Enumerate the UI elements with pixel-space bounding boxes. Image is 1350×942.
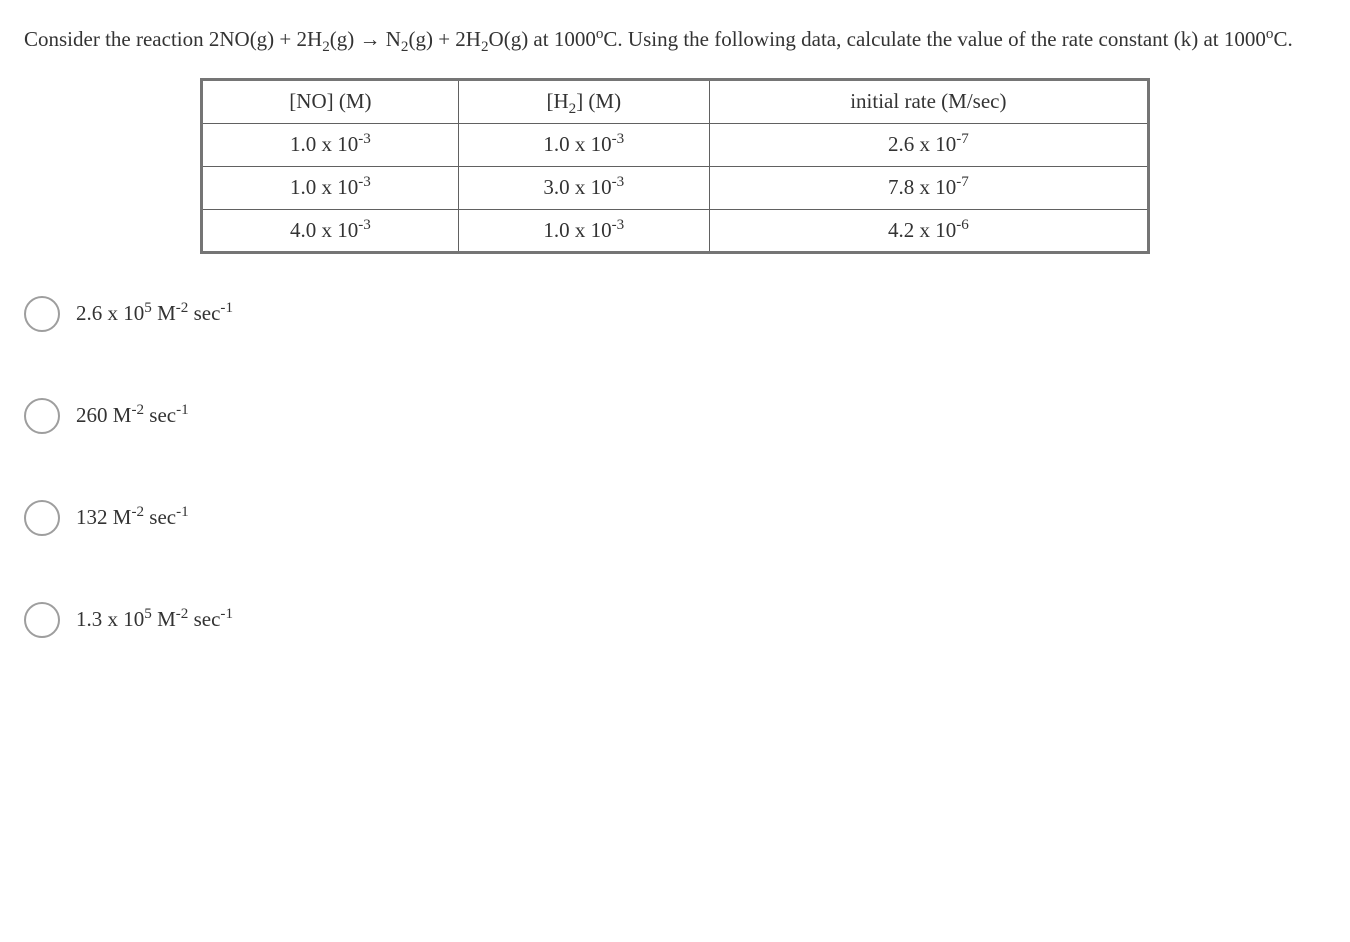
cell-h2: 1.0 x 10-3 [458,209,709,253]
cell-exp: -7 [956,131,969,147]
q-sub3: 2 [481,39,489,55]
table-row: 1.0 x 10-3 3.0 x 10-3 7.8 x 10-7 [202,166,1149,209]
cell-exp: -3 [612,174,625,190]
cell-base: 1.0 x 10 [290,132,358,156]
cell-rate: 2.6 x 10-7 [709,123,1148,166]
cell-exp: -3 [358,174,371,190]
opt-sup3: -1 [220,606,233,622]
opt-sup1: 5 [144,606,152,622]
option-label: 132 M-2 sec-1 [76,498,189,538]
opt-p2: M [152,301,176,325]
cell-no: 1.0 x 10-3 [202,123,459,166]
col-head-rate: initial rate (M/sec) [709,79,1148,123]
option-label: 260 M-2 sec-1 [76,396,189,436]
q-mid2: (g) + 2H [408,27,481,51]
opt-sup1: -2 [131,402,144,418]
col-head-rate-text: initial rate (M/sec) [850,89,1006,113]
q-post1: C. Using the following data, calculate [603,27,921,51]
cell-exp: -6 [956,217,969,233]
opt-p3: sec [188,301,220,325]
col-head-h2-pre: [H [546,89,568,113]
col-head-h2: [H2] (M) [458,79,709,123]
option-a[interactable]: 2.6 x 105 M-2 sec-1 [24,294,1326,334]
cell-base: 2.6 x 10 [888,132,956,156]
opt-sup2: -1 [176,504,189,520]
cell-base: 7.8 x 10 [888,175,956,199]
radio-icon[interactable] [24,602,60,638]
cell-exp: -3 [358,217,371,233]
opt-p1: 132 M [76,505,131,529]
answer-options: 2.6 x 105 M-2 sec-1 260 M-2 sec-1 132 M-… [24,294,1326,640]
cell-h2: 1.0 x 10-3 [458,123,709,166]
cell-base: 3.0 x 10 [543,175,611,199]
data-table: [NO] (M) [H2] (M) initial rate (M/sec) 1… [200,78,1150,255]
option-b[interactable]: 260 M-2 sec-1 [24,396,1326,436]
option-c[interactable]: 132 M-2 sec-1 [24,498,1326,538]
cell-base: 4.0 x 10 [290,218,358,242]
cell-base: 1.0 x 10 [543,132,611,156]
col-head-no-text: [NO] (M) [289,89,371,113]
data-table-wrap: [NO] (M) [H2] (M) initial rate (M/sec) 1… [24,78,1326,255]
opt-sup3: -1 [220,300,233,316]
cell-exp: -7 [956,174,969,190]
cell-base: 1.0 x 10 [290,175,358,199]
cell-rate: 7.8 x 10-7 [709,166,1148,209]
table-header-row: [NO] (M) [H2] (M) initial rate (M/sec) [202,79,1149,123]
cell-h2: 3.0 x 10-3 [458,166,709,209]
cell-base: 4.2 x 10 [888,218,956,242]
opt-p1: 260 M [76,403,131,427]
q-line1-pre: Consider the reaction 2NO(g) + 2H [24,27,322,51]
cell-exp: -3 [612,131,625,147]
cell-base: 1.0 x 10 [543,218,611,242]
opt-p2: sec [144,403,176,427]
opt-p1: 2.6 x 10 [76,301,144,325]
option-label: 1.3 x 105 M-2 sec-1 [76,600,233,640]
cell-rate: 4.2 x 10-6 [709,209,1148,253]
q-mid1: (g) → N [330,27,401,51]
q-sub1: 2 [322,39,330,55]
cell-exp: -3 [358,131,371,147]
question-text: Consider the reaction 2NO(g) + 2H2(g) → … [24,20,1326,60]
radio-icon[interactable] [24,296,60,332]
radio-icon[interactable] [24,500,60,536]
opt-p2: sec [144,505,176,529]
q-line2-pre: the value of the rate constant (k) at 10… [927,27,1266,51]
q-mid3: O(g) at 1000 [489,27,596,51]
option-label: 2.6 x 105 M-2 sec-1 [76,294,233,334]
opt-p2: M [152,607,176,631]
q-post2: C. [1273,27,1292,51]
opt-sup2: -1 [176,402,189,418]
opt-sup1: 5 [144,300,152,316]
opt-sup2: -2 [176,606,189,622]
col-head-no: [NO] (M) [202,79,459,123]
cell-exp: -3 [612,217,625,233]
table-row: 1.0 x 10-3 1.0 x 10-3 2.6 x 10-7 [202,123,1149,166]
opt-p3: sec [188,607,220,631]
col-head-h2-post: ] (M) [576,89,621,113]
radio-icon[interactable] [24,398,60,434]
opt-p1: 1.3 x 10 [76,607,144,631]
cell-no: 4.0 x 10-3 [202,209,459,253]
opt-sup1: -2 [131,504,144,520]
option-d[interactable]: 1.3 x 105 M-2 sec-1 [24,600,1326,640]
cell-no: 1.0 x 10-3 [202,166,459,209]
table-row: 4.0 x 10-3 1.0 x 10-3 4.2 x 10-6 [202,209,1149,253]
opt-sup2: -2 [176,300,189,316]
